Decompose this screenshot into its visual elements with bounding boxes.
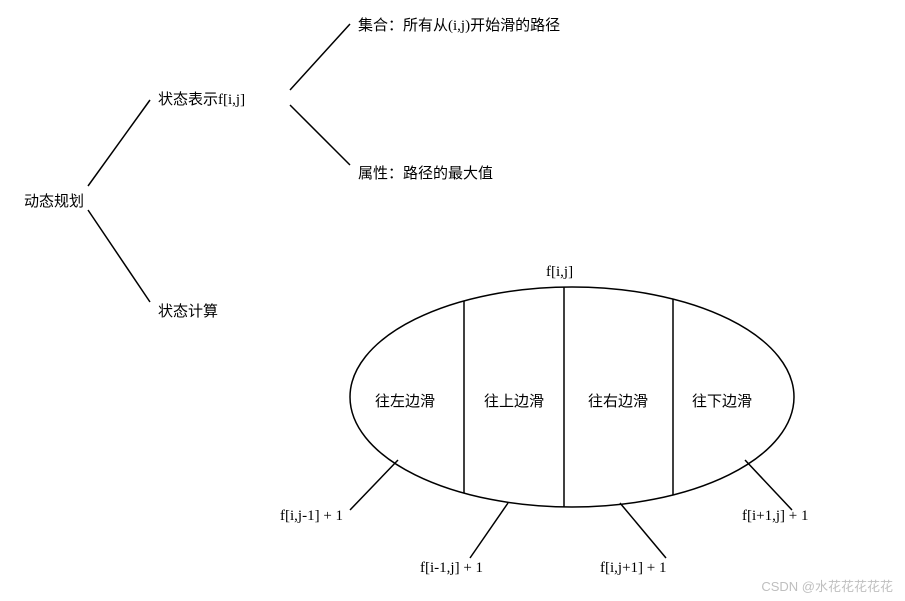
callout-line xyxy=(745,460,792,510)
ellipse-slice-2: 往右边滑 xyxy=(588,390,648,411)
callout-label-0: f[i,j-1] + 1 xyxy=(280,508,343,525)
tree-line xyxy=(290,105,350,165)
callout-line xyxy=(350,460,398,510)
ellipse-slice-0: 往左边滑 xyxy=(375,390,435,411)
callout-label-3: f[i+1,j] + 1 xyxy=(742,508,809,525)
tree-line xyxy=(290,24,350,90)
callout-line xyxy=(470,503,508,558)
ellipse-slice-3: 往下边滑 xyxy=(692,390,752,411)
attr-label: 属性：路径的最大值 xyxy=(358,162,493,183)
callout-line xyxy=(620,503,666,558)
callout-label-1: f[i-1,j] + 1 xyxy=(420,560,483,577)
set-label: 集合：所有从(i,j)开始滑的路径 xyxy=(358,14,560,35)
state-repr-label: 状态表示f[i,j] xyxy=(158,88,245,109)
ellipse-top-label: f[i,j] xyxy=(546,264,573,281)
ellipse-slice-1: 往上边滑 xyxy=(484,390,544,411)
tree-line xyxy=(88,210,150,302)
tree-line xyxy=(88,100,150,186)
callout-label-2: f[i,j+1] + 1 xyxy=(600,560,667,577)
watermark: CSDN @水花花花花花 xyxy=(761,576,893,595)
root-label: 动态规划 xyxy=(24,190,84,211)
state-calc-label: 状态计算 xyxy=(158,300,218,321)
